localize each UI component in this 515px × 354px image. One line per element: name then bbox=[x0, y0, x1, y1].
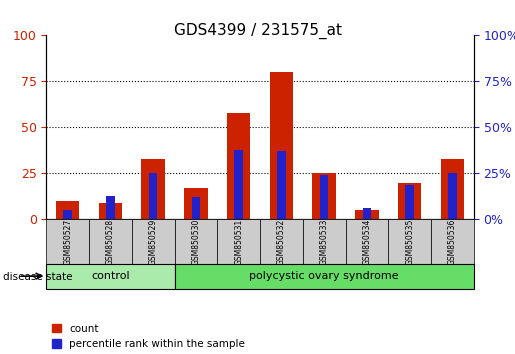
Text: GDS4399 / 231575_at: GDS4399 / 231575_at bbox=[174, 23, 341, 39]
Bar bbox=[363, 209, 371, 219]
Text: GSM850536: GSM850536 bbox=[448, 218, 457, 265]
Bar bbox=[346, 219, 388, 264]
Bar bbox=[149, 173, 158, 219]
Bar bbox=[388, 219, 431, 264]
Bar bbox=[320, 175, 329, 219]
Text: GSM850529: GSM850529 bbox=[149, 218, 158, 265]
Text: GSM850535: GSM850535 bbox=[405, 218, 414, 265]
Legend: count, percentile rank within the sample: count, percentile rank within the sample bbox=[52, 324, 245, 349]
Bar bbox=[175, 219, 217, 264]
Bar bbox=[398, 183, 421, 219]
Text: GSM850527: GSM850527 bbox=[63, 218, 72, 265]
Bar bbox=[405, 184, 414, 219]
Bar bbox=[448, 173, 457, 219]
Text: GSM850533: GSM850533 bbox=[320, 218, 329, 265]
Bar bbox=[46, 219, 89, 264]
Text: GSM850531: GSM850531 bbox=[234, 218, 243, 265]
Bar bbox=[355, 210, 379, 219]
Bar bbox=[234, 149, 243, 219]
Text: control: control bbox=[91, 271, 130, 281]
Bar bbox=[106, 195, 115, 219]
Text: disease state: disease state bbox=[3, 272, 72, 282]
Bar bbox=[46, 264, 175, 289]
Bar bbox=[260, 219, 303, 264]
Bar bbox=[142, 159, 165, 219]
Bar bbox=[132, 219, 175, 264]
Bar bbox=[56, 201, 79, 219]
Bar bbox=[99, 203, 122, 219]
Bar bbox=[441, 159, 464, 219]
Bar bbox=[175, 264, 474, 289]
Bar bbox=[227, 113, 250, 219]
Bar bbox=[63, 210, 72, 219]
Bar bbox=[431, 219, 474, 264]
Text: polycystic ovary syndrome: polycystic ovary syndrome bbox=[249, 271, 399, 281]
Bar bbox=[192, 198, 200, 219]
Bar bbox=[303, 219, 346, 264]
Text: GSM850534: GSM850534 bbox=[363, 218, 371, 265]
Text: GSM850528: GSM850528 bbox=[106, 218, 115, 265]
Bar bbox=[277, 152, 286, 219]
Bar bbox=[217, 219, 260, 264]
Bar bbox=[184, 188, 208, 219]
Bar bbox=[89, 219, 132, 264]
Bar bbox=[313, 173, 336, 219]
Text: GSM850530: GSM850530 bbox=[192, 218, 200, 265]
Text: GSM850532: GSM850532 bbox=[277, 218, 286, 265]
Bar bbox=[270, 72, 293, 219]
